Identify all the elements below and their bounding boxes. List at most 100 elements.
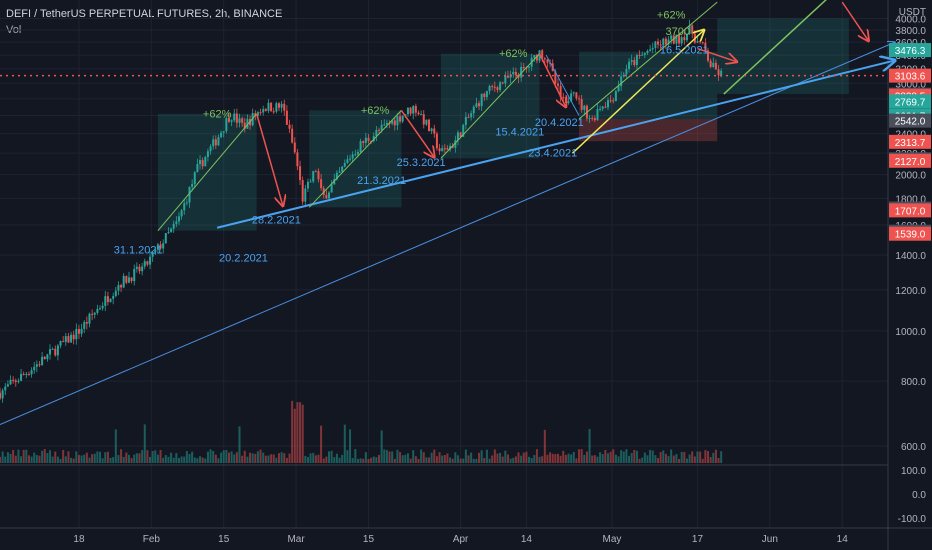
candle-body — [151, 252, 154, 257]
candle-body — [175, 221, 178, 224]
volume-bar — [320, 425, 323, 463]
candle-body — [701, 42, 704, 44]
volume-bar — [38, 455, 41, 463]
candle-body — [480, 93, 483, 107]
volume-bar — [346, 450, 349, 463]
volume-bar — [501, 456, 504, 463]
volume-bar — [580, 449, 583, 463]
volume-bar — [375, 457, 378, 463]
time-tick-label: 18 — [73, 534, 85, 545]
volume-bar — [9, 453, 12, 463]
candle-body — [578, 98, 581, 100]
candle-body — [51, 348, 54, 350]
candle-body — [0, 392, 1, 399]
candle-body — [717, 69, 720, 76]
price-tick-label: 1800.0 — [895, 194, 926, 205]
annotation-label: 23.4.2021 — [528, 147, 577, 159]
price-tag — [889, 226, 931, 241]
candle-body — [614, 91, 617, 101]
volume-bar — [333, 457, 336, 463]
volume-bar — [625, 449, 628, 463]
candle-body — [493, 86, 496, 88]
candle-body — [580, 99, 583, 110]
price-tick-label: 1400.0 — [895, 251, 926, 262]
candle-body — [472, 106, 475, 114]
candle-body — [409, 107, 412, 114]
volume-bar — [538, 456, 541, 463]
volume-bar — [588, 429, 591, 463]
candle-body — [609, 100, 612, 102]
candle-body — [567, 101, 570, 103]
volume-bar — [220, 452, 223, 463]
candle-body — [35, 364, 38, 367]
candle-body — [330, 184, 333, 193]
candle-body — [612, 100, 615, 102]
volume-bar — [25, 449, 28, 463]
candle-body — [628, 61, 631, 70]
volume-bar — [404, 454, 407, 463]
volume-bar — [1, 451, 4, 463]
candle-body — [707, 50, 710, 61]
volume-bar — [451, 458, 454, 463]
volume-bar — [601, 454, 604, 463]
candle-body — [346, 159, 349, 163]
price-tag-label: 2542.0 — [895, 117, 926, 128]
volume-bar — [27, 455, 30, 463]
candle-body — [604, 106, 607, 108]
candle-body — [380, 124, 383, 131]
volume-bar — [614, 454, 617, 463]
volume-bar — [441, 455, 444, 463]
candle-body — [288, 124, 291, 129]
volume-bar — [267, 455, 270, 463]
volume-bar — [633, 449, 636, 463]
volume-bar — [14, 455, 17, 463]
volume-bar — [528, 456, 531, 463]
volume-bar — [688, 454, 691, 463]
candle-body — [680, 37, 683, 44]
candle-body — [401, 115, 404, 122]
candle-body — [456, 132, 459, 141]
candle-body — [485, 91, 488, 98]
candle-body — [22, 373, 25, 375]
candle-body — [454, 140, 457, 148]
volume-bar — [304, 455, 307, 463]
volume-bar — [99, 451, 102, 463]
volume-bar — [406, 453, 409, 463]
candle-body — [617, 86, 620, 92]
candle-body — [667, 39, 670, 45]
candle-body — [164, 233, 167, 244]
candle-body — [64, 336, 67, 342]
volume-bar — [641, 457, 644, 463]
volume-bar — [488, 458, 491, 463]
candle-body — [233, 113, 236, 121]
candle-body — [241, 118, 244, 123]
volume-bar — [238, 426, 241, 463]
volume-bar — [141, 450, 144, 463]
trend-line — [255, 113, 283, 206]
volume-bar — [383, 449, 386, 463]
candle-body — [383, 124, 386, 126]
volume-bar — [212, 450, 215, 463]
volume-bar — [585, 451, 588, 463]
candle-body — [514, 71, 517, 76]
candle-body — [475, 103, 478, 107]
volume-bar — [301, 404, 304, 463]
volume-bar — [185, 451, 188, 463]
candle-body — [522, 67, 525, 69]
candle-body — [688, 25, 691, 34]
candle-body — [162, 243, 165, 249]
volume-bar — [520, 455, 523, 463]
candle-body — [535, 55, 538, 61]
volume-bar — [241, 455, 244, 463]
volume-bar — [262, 452, 265, 463]
candle-body — [293, 142, 296, 153]
volume-bar — [409, 458, 412, 463]
candle-body — [17, 380, 20, 382]
volume-bar — [251, 453, 254, 463]
candle-body — [362, 141, 365, 143]
volume-bar — [425, 457, 428, 463]
price-tick-label: 2000.0 — [895, 171, 926, 182]
candle-body — [570, 93, 573, 102]
candle-body — [420, 114, 423, 116]
